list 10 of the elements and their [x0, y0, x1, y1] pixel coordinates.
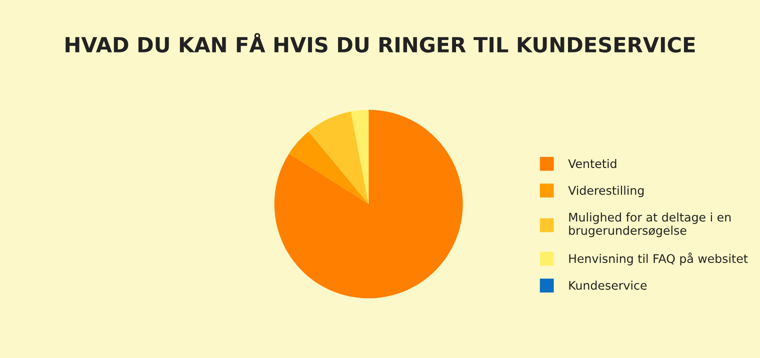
chart-title: HVAD DU KAN FÅ HVIS DU RINGER TIL KUNDESERVICE: [66, 32, 695, 53]
legend-label: Kundeservice: [569, 280, 647, 290]
pie-slice: [289, 131, 369, 204]
legend-label: Viderestilling: [568, 186, 644, 198]
legend-label: Mulighed for at deltage i en brugerundersøgelse: [569, 212, 731, 238]
legend-label: Ventetid: [568, 158, 616, 168]
legend-label: Henvisning til FAQ på websitet: [569, 252, 748, 266]
pie-slice: [274, 110, 463, 298]
pie-slice: [350, 110, 369, 204]
pie-slice: [308, 111, 369, 204]
